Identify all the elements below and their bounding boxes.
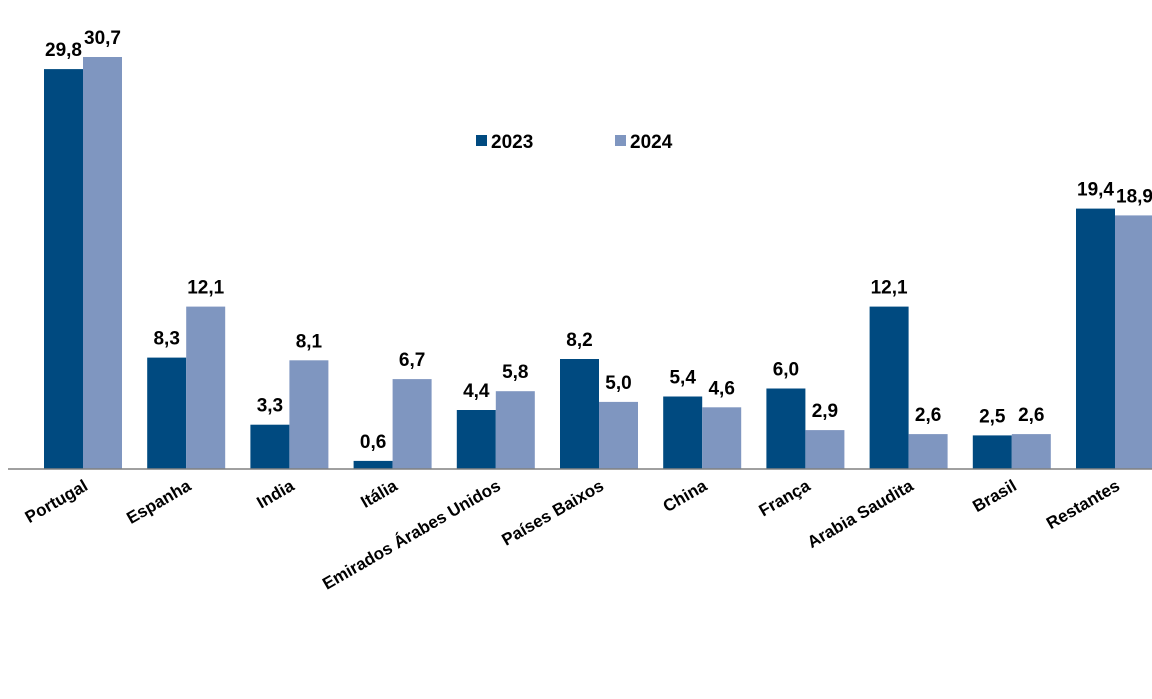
data-label-portugal-2024: 30,7 <box>84 28 121 49</box>
bar-india-2024 <box>289 360 329 469</box>
tick-label-paises-baixos: Países Baixos <box>498 476 607 550</box>
tick-label-italia: Itália <box>358 476 402 512</box>
data-label-arabia-saudita-2024: 2,6 <box>915 405 941 426</box>
data-label-emirados-arabes-unidos-2024: 5,8 <box>502 362 528 383</box>
bar-italia-2024 <box>392 379 432 469</box>
data-label-restantes-2024: 18,9 <box>1116 186 1152 207</box>
legend: 2023 2024 <box>476 132 673 153</box>
bar-arabia-saudita-2024 <box>908 434 948 469</box>
bar-franca-2024 <box>805 430 845 469</box>
tick-label-arabia-saudita: Arabia Saudita <box>804 476 917 552</box>
bar-espanha-2023 <box>147 357 187 469</box>
data-label-restantes-2023: 19,4 <box>1077 180 1114 201</box>
legend-label-2023: 2023 <box>491 132 533 153</box>
bar-china-2024 <box>702 407 742 469</box>
bar-paises-baixos-2023 <box>560 359 599 469</box>
bar-brasil-2024 <box>1011 434 1051 469</box>
tick-label-india: India <box>254 476 298 513</box>
legend-swatch-2023 <box>476 135 487 146</box>
tick-label-franca: França <box>756 476 814 521</box>
bar-restantes-2023 <box>1076 208 1115 469</box>
bar-portugal-2024 <box>83 57 122 469</box>
bar-portugal-2023 <box>44 69 83 469</box>
tick-label-china: China <box>660 476 711 516</box>
bar-espanha-2024 <box>186 306 226 469</box>
data-labels: 29,830,7 8,3 12,1 3,3 8,1 0,6 6,7 4,4 5,8 8,2 5,0 5… <box>45 28 1152 453</box>
data-label-italia-2024: 6,7 <box>399 350 425 371</box>
tick-label-espanha: Espanha <box>123 476 194 528</box>
data-label-india-2024: 8,1 <box>296 331 323 352</box>
data-label-paises-baixos-2023: 8,2 <box>566 330 592 351</box>
data-label-china-2023: 5,4 <box>669 368 696 389</box>
data-label-franca-2024: 2,9 <box>812 401 838 422</box>
tick-label-brasil: Brasil <box>969 476 1019 516</box>
data-label-arabia-saudita-2023: 12,1 <box>871 278 908 299</box>
bar-paises-baixos-2024 <box>599 401 638 469</box>
data-label-espanha-2023: 8,3 <box>153 329 179 350</box>
data-label-espanha-2024: 12,1 <box>187 278 224 299</box>
bar-restantes-2024 <box>1115 215 1152 469</box>
data-label-paises-baixos-2024: 5,0 <box>605 373 631 394</box>
data-label-italia-2023: 0,6 <box>360 432 386 453</box>
bar-emirados-arabes-unidos-2023 <box>456 410 496 469</box>
data-label-india-2023: 3,3 <box>257 396 283 417</box>
bar-china-2023 <box>663 396 703 469</box>
data-label-brasil-2023: 2,5 <box>979 406 1006 427</box>
bars <box>44 57 1152 469</box>
tick-label-portugal: Portugal <box>22 476 91 527</box>
bar-franca-2023 <box>766 388 806 469</box>
tick-label-restantes: Restantes <box>1043 476 1123 533</box>
bar-italia-2023 <box>353 460 393 469</box>
legend-swatch-2024 <box>615 135 626 146</box>
tick-label-emirados-arabes-unidos: Emirados Árabes Unidos <box>319 476 504 594</box>
data-label-brasil-2024: 2,6 <box>1018 405 1044 426</box>
data-label-portugal-2023: 29,8 <box>45 40 82 61</box>
bar-brasil-2023 <box>972 435 1012 469</box>
data-label-china-2024: 4,6 <box>708 378 734 399</box>
data-label-franca-2023: 6,0 <box>773 360 799 381</box>
legend-label-2024: 2024 <box>630 132 673 153</box>
bar-india-2023 <box>250 424 290 469</box>
bar-arabia-saudita-2023 <box>869 306 909 469</box>
data-label-emirados-arabes-unidos-2023: 4,4 <box>463 381 490 402</box>
bar-emirados-arabes-unidos-2024 <box>495 391 535 469</box>
